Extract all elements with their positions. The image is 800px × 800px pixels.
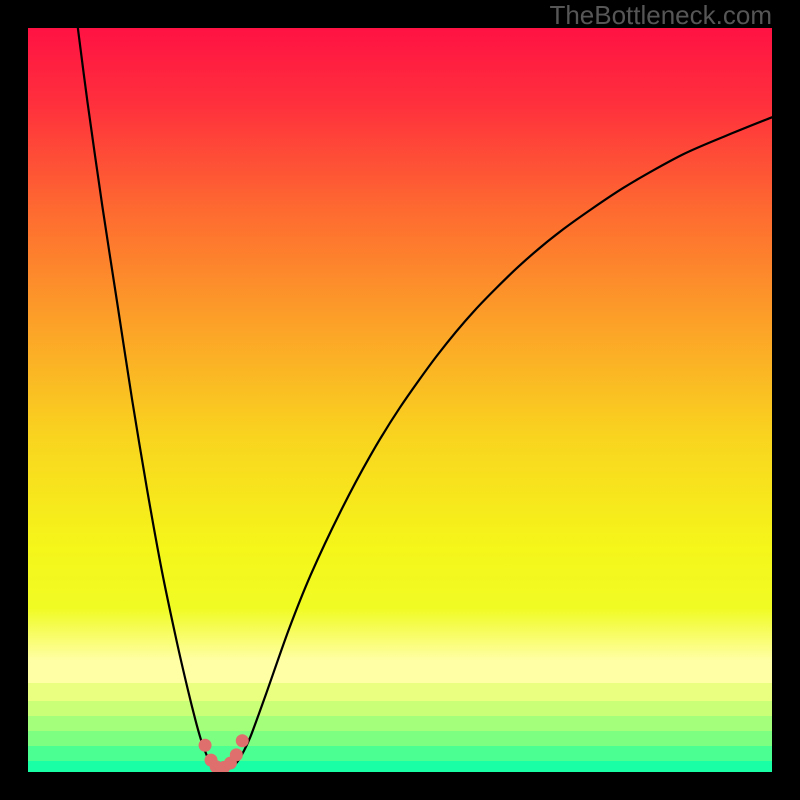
vertex-marker-dot: [230, 748, 243, 761]
watermark-text: TheBottleneck.com: [549, 0, 772, 31]
vertex-marker-dot: [236, 734, 249, 747]
frame-right: [772, 0, 800, 800]
chart-plot-area: [28, 28, 772, 772]
frame-bottom: [0, 772, 800, 800]
vertex-marker-dot: [199, 739, 212, 752]
chart-canvas: TheBottleneck.com: [0, 0, 800, 800]
bottleneck-curve: [78, 28, 772, 769]
chart-svg-layer: [28, 28, 772, 772]
frame-left: [0, 0, 28, 800]
